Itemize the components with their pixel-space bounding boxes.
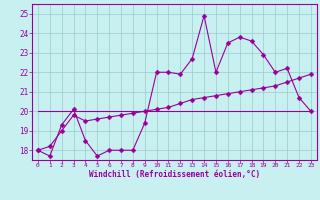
X-axis label: Windchill (Refroidissement éolien,°C): Windchill (Refroidissement éolien,°C)	[89, 170, 260, 179]
